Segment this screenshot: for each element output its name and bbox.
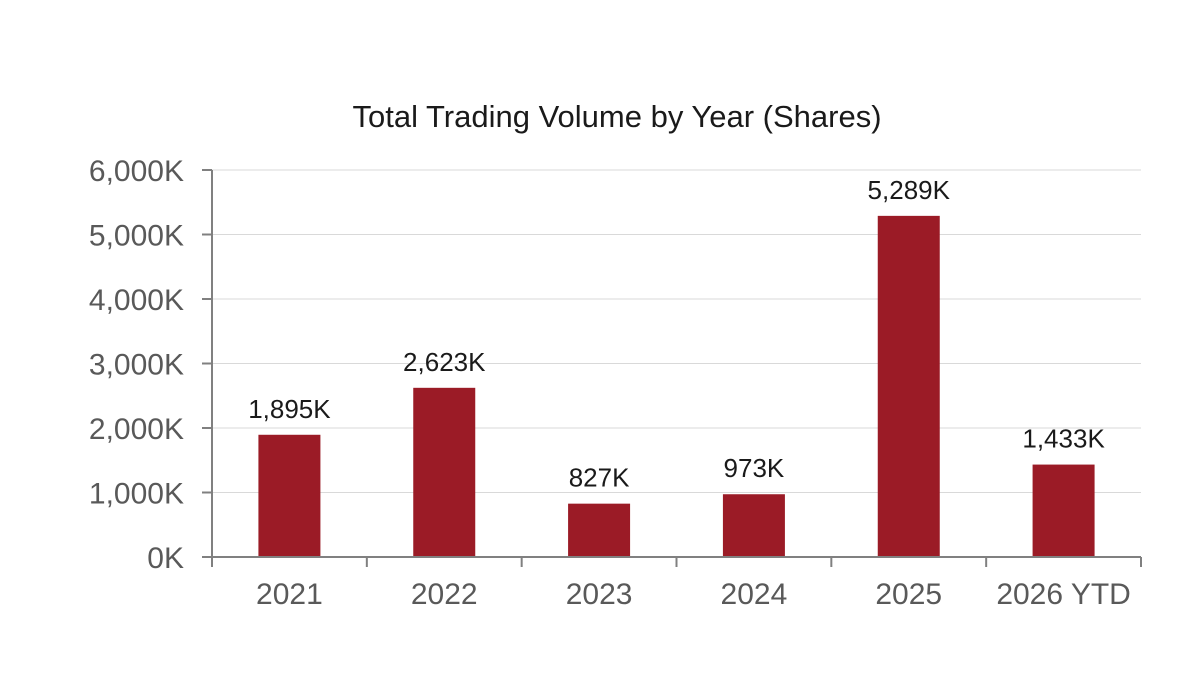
x-category-label: 2024	[721, 578, 788, 611]
y-tick-label: 2,000K	[89, 413, 184, 446]
bar-value-label: 2,623K	[403, 347, 486, 377]
x-category-label: 2026 YTD	[996, 578, 1131, 611]
x-category-label: 2025	[875, 578, 942, 611]
bar-value-label: 973K	[724, 453, 785, 483]
y-tick-label: 5,000K	[89, 220, 184, 253]
bar-2022	[413, 387, 476, 557]
y-tick-label: 3,000K	[89, 349, 184, 382]
y-tick-label: 0K	[147, 542, 184, 575]
x-category-label: 2021	[256, 578, 323, 611]
bar-2023	[568, 503, 631, 557]
y-tick-label: 1,000K	[89, 478, 184, 511]
bar-value-label: 5,289K	[868, 175, 951, 205]
chart-title: Total Trading Volume by Year (Shares)	[352, 99, 881, 134]
gridlines	[212, 169, 1141, 493]
bar-2026-ytd	[1032, 464, 1095, 557]
bar-2024	[722, 494, 785, 557]
bar-value-label: 1,433K	[1022, 424, 1105, 454]
bar-2021	[258, 434, 321, 557]
axes	[202, 169, 1142, 567]
y-tick-label: 4,000K	[89, 284, 184, 317]
labels: 0K 1,000K 2,000K 3,000K 4,000K 5,000K 6,000K 20…	[89, 155, 1131, 611]
bars	[258, 215, 1095, 557]
bar-value-label: 1,895K	[248, 394, 331, 424]
x-category-label: 2023	[566, 578, 633, 611]
y-tick-label: 6,000K	[89, 155, 184, 188]
bar-2025	[877, 215, 940, 557]
x-category-label: 2022	[411, 578, 478, 611]
bar-value-label: 827K	[569, 463, 630, 493]
